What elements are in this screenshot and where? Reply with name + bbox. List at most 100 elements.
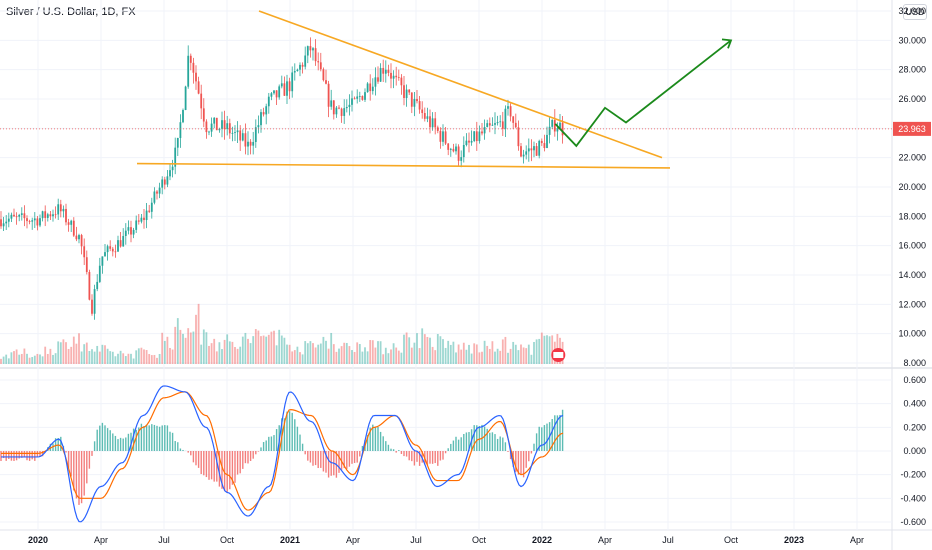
candle-body [514, 122, 517, 128]
indicator-tick-label: 0.600 [903, 375, 926, 385]
candle-body [23, 213, 26, 219]
candle-body [88, 271, 91, 300]
macd-histogram-bar [351, 451, 353, 464]
candle-body [304, 55, 307, 67]
macd-histogram-bar [93, 441, 96, 451]
macd-histogram-bar [213, 451, 215, 482]
candle-body [179, 122, 182, 139]
volume-bar [200, 344, 203, 364]
candle-body [244, 133, 247, 147]
candle-body [533, 146, 535, 151]
macd-histogram-bar [18, 451, 20, 459]
candle-body [213, 117, 216, 124]
macd-histogram-bar [13, 451, 15, 461]
volume-bar [236, 348, 239, 364]
volume-bar [257, 330, 260, 364]
volume-bar [109, 351, 112, 364]
volume-bar [41, 356, 44, 364]
volume-bar [52, 354, 54, 364]
volume-bar [44, 346, 47, 364]
candle-body [374, 77, 377, 87]
volume-bar [530, 354, 533, 364]
volume-bar [213, 338, 216, 364]
volume-bar [150, 355, 153, 364]
volume-bar [260, 336, 262, 364]
volume-bar [122, 353, 125, 364]
candle-body [49, 214, 52, 217]
candle-body [247, 141, 249, 147]
macd-histogram-bar [208, 451, 210, 480]
volume-bar [423, 334, 426, 364]
macd-histogram-bar [140, 423, 143, 451]
candle-body [13, 214, 15, 217]
signal-line [1, 391, 564, 511]
volume-bar [369, 340, 372, 364]
candle-body [106, 246, 109, 253]
macd-histogram-bar [234, 451, 236, 483]
macd-histogram-bar [452, 440, 455, 451]
candle-body [507, 106, 509, 109]
macd-histogram-bar [509, 451, 512, 460]
macd-histogram-bar [101, 422, 104, 451]
volume-bar [457, 344, 460, 364]
macd-histogram-bar [197, 451, 200, 468]
macd-histogram-bar [114, 435, 117, 451]
volume-bar [39, 354, 41, 364]
candle-body [96, 281, 99, 290]
volume-bar [244, 332, 247, 364]
candle-body [351, 98, 353, 105]
candle-body [413, 98, 416, 107]
macd-histogram-bar [421, 451, 423, 463]
candle-body [98, 265, 101, 282]
macd-histogram-bar [182, 449, 184, 451]
volume-bar [426, 336, 429, 364]
candle-body [296, 69, 299, 72]
candle-body [392, 75, 395, 79]
price-tick-label: 10.000 [898, 329, 926, 339]
time-tick-label: 2021 [280, 535, 300, 545]
macd-histogram-bar [314, 451, 317, 466]
volume-bar [119, 350, 122, 364]
candle-body [15, 216, 18, 218]
macd-histogram-bar [496, 438, 499, 451]
candle-body [553, 119, 556, 132]
volume-bar [247, 338, 249, 364]
volume-bar [174, 326, 177, 364]
candle-body [299, 64, 301, 70]
volume-bar [46, 353, 49, 364]
candle-body [67, 222, 70, 225]
time-tick-label: Jul [410, 535, 422, 545]
volume-bar [169, 347, 171, 364]
candle-body [252, 142, 255, 146]
volume-bar [548, 336, 551, 364]
volume-bar [143, 349, 145, 364]
macd-histogram-bar [106, 428, 109, 451]
volume-bar [2, 356, 5, 364]
candle-body [410, 92, 413, 107]
volume-bar [114, 356, 117, 364]
macd-histogram-bar [252, 451, 254, 459]
volume-bar [262, 335, 265, 364]
time-tick-label: Jul [158, 535, 170, 545]
currency-button[interactable]: USD [903, 4, 927, 20]
macd-histogram-bar [190, 451, 192, 456]
macd-histogram-bar [392, 449, 395, 451]
volume-bar [104, 345, 106, 364]
volume-bar [31, 357, 34, 364]
candle-body [483, 127, 486, 134]
volume-bar [434, 350, 437, 364]
candle-body [171, 166, 174, 171]
volume-bar [317, 344, 320, 364]
volume-bar [179, 329, 182, 364]
macd-histogram-bar [554, 415, 556, 451]
support-line [136, 162, 671, 169]
macd-histogram-bar [541, 427, 543, 451]
price-tick-label: 14.000 [898, 270, 926, 280]
price-tick-label: 16.000 [898, 241, 926, 251]
time-axis: 2020 Apr Jul Oct 2021 Apr Jul Oct 2022 Apr Jul Oct 2… [28, 535, 864, 545]
volume-bar [306, 343, 309, 364]
macd-histogram-bar [442, 451, 444, 460]
macd-histogram-bar [132, 428, 135, 451]
volume-bar [366, 351, 369, 364]
